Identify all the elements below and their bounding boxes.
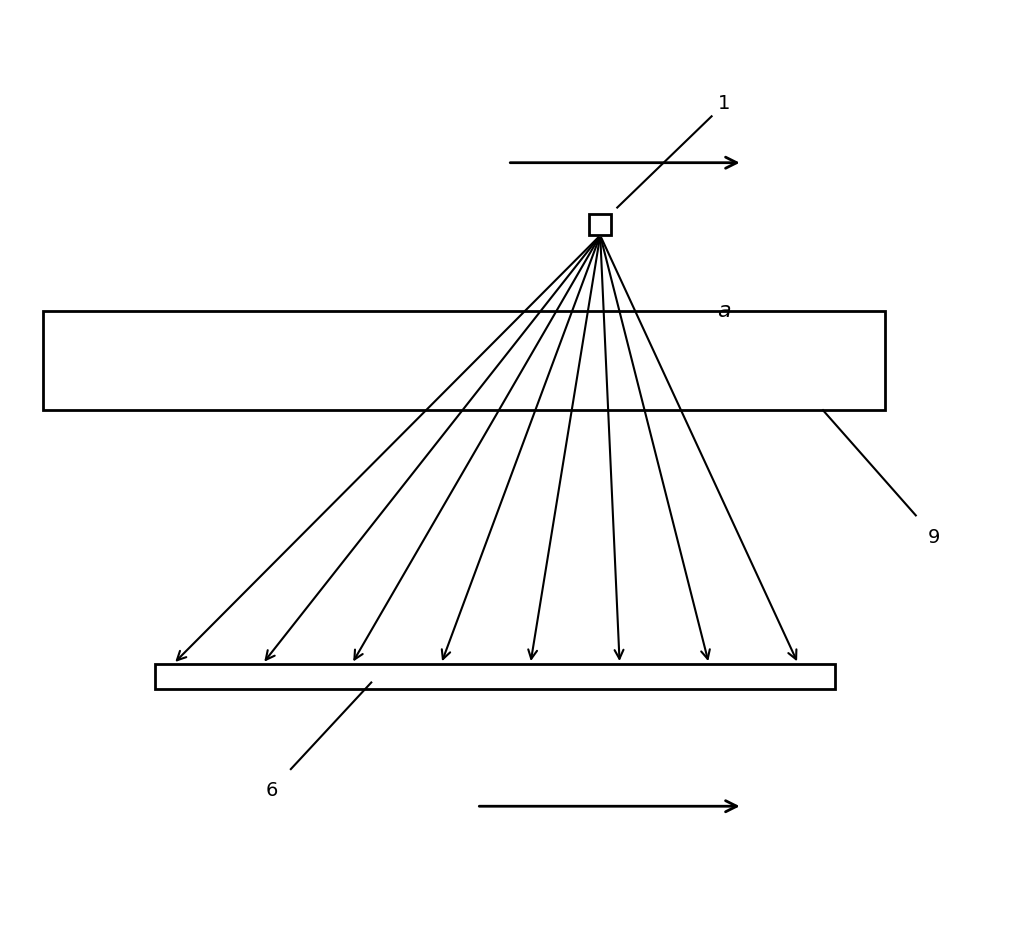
Bar bbox=[43, 311, 885, 410]
Text: a: a bbox=[717, 301, 731, 321]
Bar bbox=[589, 214, 611, 235]
Bar bbox=[155, 664, 835, 688]
Text: 6: 6 bbox=[266, 781, 279, 800]
Text: 1: 1 bbox=[718, 94, 730, 113]
Text: 9: 9 bbox=[928, 528, 940, 547]
